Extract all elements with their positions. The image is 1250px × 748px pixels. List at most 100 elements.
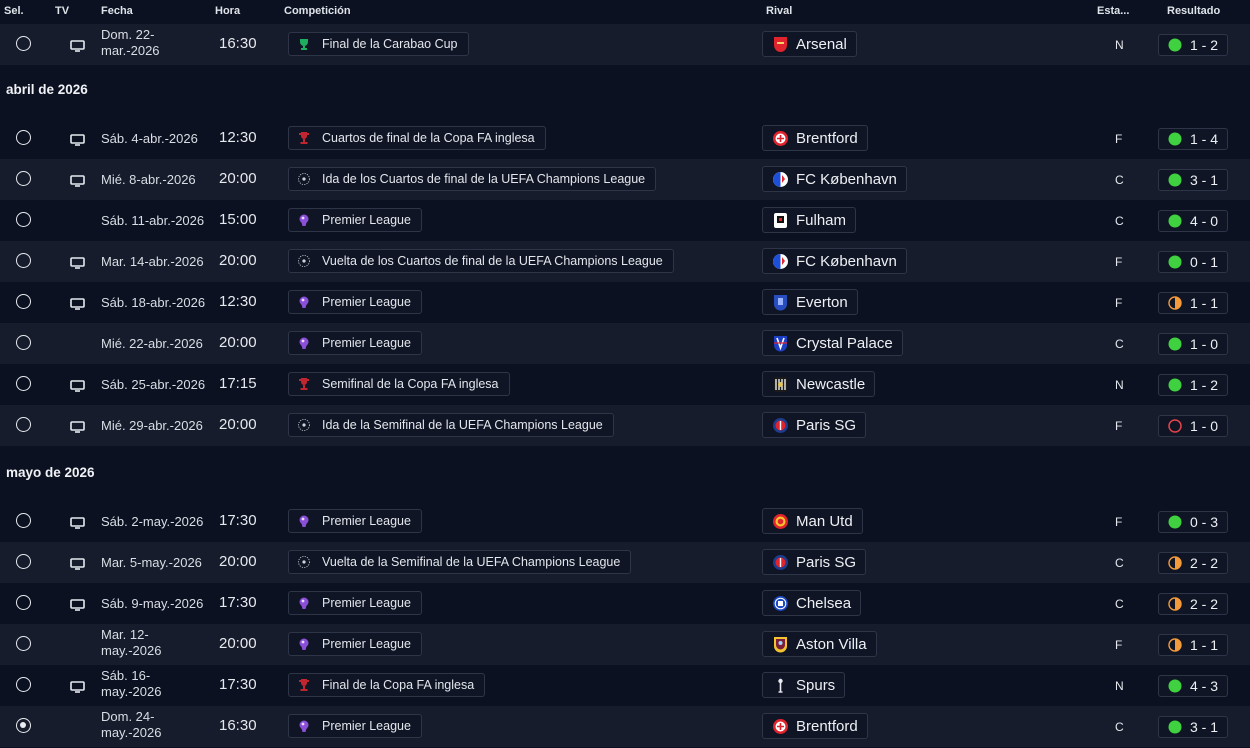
table-row[interactable]: Dom. 22-mar.-2026 16:30 Final de la Caraba… <box>0 24 1250 65</box>
competition-label: Premier League <box>322 295 411 309</box>
result-draw-icon <box>1168 597 1182 611</box>
result-chip[interactable]: 4 - 0 <box>1158 210 1228 232</box>
venue: C <box>1115 556 1124 570</box>
competition-chip[interactable]: Premier League <box>288 509 422 533</box>
result-chip[interactable]: 1 - 4 <box>1158 128 1228 150</box>
result-chip[interactable]: 1 - 0 <box>1158 333 1228 355</box>
rival-chip[interactable]: Spurs <box>762 672 846 698</box>
competition-chip[interactable]: Final de la Carabao Cup <box>288 32 469 56</box>
result-chip[interactable]: 3 - 1 <box>1158 169 1228 191</box>
header-tv[interactable]: TV <box>55 5 70 17</box>
table-row[interactable]: Dom. 24-may.-2026 16:30 Premier League Bren… <box>0 706 1250 747</box>
row-select-radio[interactable] <box>16 36 31 51</box>
result-chip[interactable]: 1 - 1 <box>1158 634 1228 656</box>
crystal-palace-crest-icon <box>772 335 789 352</box>
row-select-radio[interactable] <box>16 212 31 227</box>
header-sel[interactable]: Sel. <box>4 5 24 17</box>
competition-chip[interactable]: Vuelta de la Semifinal de la UEFA Champi… <box>288 550 632 574</box>
header-resultado[interactable]: Resultado <box>1167 5 1221 17</box>
table-row[interactable]: Mar. 12-may.-2026 20:00 Premier League Asto… <box>0 624 1250 665</box>
competition-chip[interactable]: Premier League <box>288 632 422 656</box>
match-date: Mié. 29-abr.-2026 <box>101 418 203 433</box>
result-chip[interactable]: 3 - 1 <box>1158 716 1228 738</box>
result-chip[interactable]: 2 - 2 <box>1158 593 1228 615</box>
table-row[interactable]: Sáb. 11-abr.-2026 15:00 Premier League Fulh… <box>0 200 1250 241</box>
rival-name: Fulham <box>796 211 847 229</box>
rival-chip[interactable]: Man Utd <box>762 508 863 534</box>
competition-chip[interactable]: Vuelta de los Cuartos de final de la UEF… <box>288 249 674 273</box>
venue: F <box>1115 132 1123 146</box>
header-estadio[interactable]: Esta... <box>1097 5 1130 17</box>
result-chip[interactable]: 0 - 1 <box>1158 251 1228 273</box>
rival-chip[interactable]: Brentford <box>762 125 868 151</box>
rival-chip[interactable]: Paris SG <box>762 549 867 575</box>
row-select-radio[interactable] <box>16 513 31 528</box>
rival-chip[interactable]: Aston Villa <box>762 631 877 657</box>
row-select-radio[interactable] <box>16 253 31 268</box>
rival-chip[interactable]: Paris SG <box>762 412 867 438</box>
result-chip[interactable]: 4 - 3 <box>1158 675 1228 697</box>
result-draw-icon <box>1168 638 1182 652</box>
table-row[interactable]: Mié. 29-abr.-2026 20:00 Ida de la Semifina… <box>0 405 1250 446</box>
rival-chip[interactable]: Fulham <box>762 207 857 233</box>
table-row[interactable]: Sáb. 9-may.-2026 17:30 Premier League Chels… <box>0 583 1250 624</box>
venue: C <box>1115 214 1124 228</box>
competition-chip[interactable]: Ida de los Cuartos de final de la UEFA C… <box>288 167 657 191</box>
competition-chip[interactable]: Premier League <box>288 290 422 314</box>
tv-icon <box>70 557 85 570</box>
rival-chip[interactable]: FC København <box>762 166 907 192</box>
result-chip[interactable]: 1 - 1 <box>1158 292 1228 314</box>
rival-chip[interactable]: Brentford <box>762 713 868 739</box>
header-competicion[interactable]: Competición <box>284 5 351 17</box>
row-select-radio[interactable] <box>16 595 31 610</box>
tv-icon <box>70 297 85 310</box>
competition-chip[interactable]: Semifinal de la Copa FA inglesa <box>288 372 510 396</box>
table-row[interactable]: Sáb. 2-may.-2026 17:30 Premier League Man U… <box>0 501 1250 542</box>
header-rival[interactable]: Rival <box>766 5 793 17</box>
row-select-radio[interactable] <box>16 294 31 309</box>
rival-chip[interactable]: Everton <box>762 289 858 315</box>
table-row[interactable]: Sáb. 25-abr.-2026 17:15 Semifinal de la Co… <box>0 364 1250 405</box>
competition-chip[interactable]: Ida de la Semifinal de la UEFA Champions… <box>288 413 614 437</box>
result-loss-icon <box>1168 419 1182 433</box>
rival-chip[interactable]: Chelsea <box>762 590 862 616</box>
result-chip[interactable]: 1 - 0 <box>1158 415 1228 437</box>
table-row[interactable]: Mié. 8-abr.-2026 20:00 Ida de los Cuartos … <box>0 159 1250 200</box>
header-hora[interactable]: Hora <box>215 5 241 17</box>
table-row[interactable]: Sáb. 16-may.-2026 17:30 Final de la Copa F… <box>0 665 1250 706</box>
rival-chip[interactable]: Newcastle <box>762 371 876 397</box>
result-chip[interactable]: 1 - 2 <box>1158 374 1228 396</box>
row-select-radio[interactable] <box>16 130 31 145</box>
competition-chip[interactable]: Cuartos de final de la Copa FA inglesa <box>288 126 546 150</box>
row-select-radio[interactable] <box>16 417 31 432</box>
fc-kobenhavn-crest-icon <box>772 253 789 270</box>
competition-chip[interactable]: Premier League <box>288 331 422 355</box>
result-chip[interactable]: 1 - 2 <box>1158 34 1228 56</box>
table-row[interactable]: Mié. 22-abr.-2026 20:00 Premier League Crys… <box>0 323 1250 364</box>
header-fecha[interactable]: Fecha <box>101 5 133 17</box>
result-chip[interactable]: 0 - 3 <box>1158 511 1228 533</box>
rival-chip[interactable]: FC København <box>762 248 907 274</box>
rival-chip[interactable]: Arsenal <box>762 31 857 57</box>
competition-label: Cuartos de final de la Copa FA inglesa <box>322 131 535 145</box>
competition-chip[interactable]: Premier League <box>288 591 422 615</box>
row-select-radio[interactable] <box>16 636 31 651</box>
row-select-radio[interactable] <box>16 335 31 350</box>
rival-name: Newcastle <box>796 375 866 393</box>
competition-chip[interactable]: Premier League <box>288 714 422 738</box>
result-win-icon <box>1168 173 1182 187</box>
row-select-radio[interactable] <box>16 171 31 186</box>
competition-chip[interactable]: Final de la Copa FA inglesa <box>288 673 486 697</box>
result-chip[interactable]: 2 - 2 <box>1158 552 1228 574</box>
rival-name: Man Utd <box>796 512 853 530</box>
table-row[interactable]: Sáb. 18-abr.-2026 12:30 Premier League Ever… <box>0 282 1250 323</box>
table-row[interactable]: Sáb. 4-abr.-2026 12:30 Cuartos de final de… <box>0 118 1250 159</box>
row-select-radio[interactable] <box>16 718 31 733</box>
competition-chip[interactable]: Premier League <box>288 208 422 232</box>
table-row[interactable]: Mar. 14-abr.-2026 20:00 Vuelta de los Cuar… <box>0 241 1250 282</box>
row-select-radio[interactable] <box>16 677 31 692</box>
row-select-radio[interactable] <box>16 554 31 569</box>
rival-chip[interactable]: Crystal Palace <box>762 330 903 356</box>
table-row[interactable]: Mar. 5-may.-2026 20:00 Vuelta de la Semifi… <box>0 542 1250 583</box>
row-select-radio[interactable] <box>16 376 31 391</box>
